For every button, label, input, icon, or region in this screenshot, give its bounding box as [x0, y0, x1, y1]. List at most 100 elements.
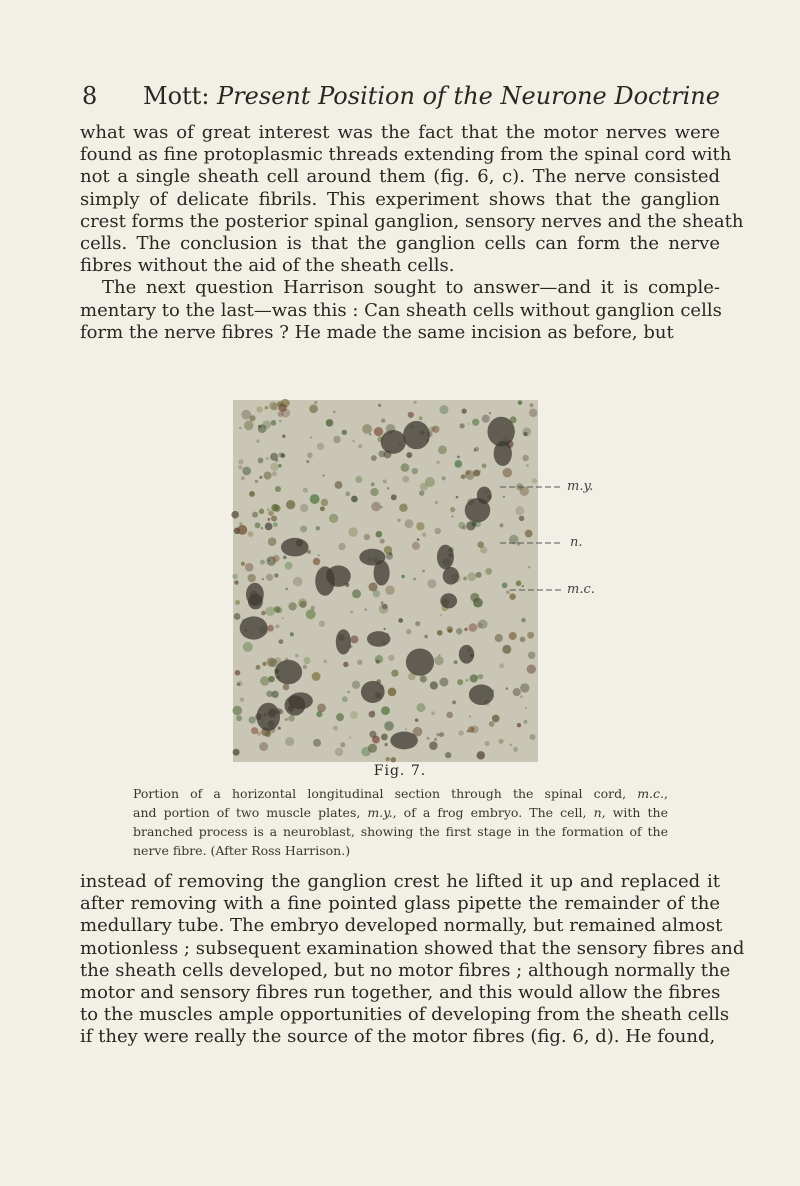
- texture: [481, 414, 490, 423]
- texture: [256, 731, 261, 736]
- texture: [517, 400, 523, 405]
- texture: [274, 659, 303, 685]
- texture: [470, 592, 480, 602]
- texture: [512, 688, 521, 697]
- texture: [502, 644, 512, 654]
- text-line: cells. The conclusion is that the gangli…: [80, 233, 720, 254]
- caption-text: Portion of a horizontal longitudinal sec…: [133, 786, 638, 801]
- texture: [439, 405, 449, 415]
- texture: [314, 400, 318, 405]
- texture: [466, 729, 470, 733]
- texture: [334, 481, 343, 489]
- texture: [516, 722, 522, 728]
- caption-line: nerve fibre. (After Ross Harrison.): [133, 843, 668, 858]
- texture: [271, 471, 278, 477]
- texture: [237, 680, 243, 687]
- texture: [317, 554, 320, 557]
- texture: [515, 580, 522, 587]
- texture: [381, 706, 390, 716]
- texture: [350, 610, 354, 614]
- texture: [309, 494, 320, 504]
- texture: [488, 412, 492, 415]
- texture: [242, 641, 253, 652]
- texture: [287, 401, 290, 404]
- text-line: simply of delicate fibrils. This experim…: [80, 188, 720, 210]
- texture: [439, 613, 443, 617]
- texture: [400, 463, 410, 472]
- texture: [468, 684, 494, 706]
- texture: [498, 663, 505, 669]
- texture: [278, 452, 284, 458]
- texture: [266, 556, 277, 566]
- figure-label: n.: [570, 535, 583, 550]
- texture: [275, 624, 280, 629]
- texture: [446, 711, 454, 719]
- texture: [403, 420, 430, 450]
- texture: [299, 601, 307, 608]
- running-head: Mott: Present Position of the Neurone Do…: [143, 82, 720, 110]
- texture: [386, 487, 390, 490]
- texture: [455, 495, 459, 499]
- texture: [406, 629, 412, 635]
- texture: [463, 576, 468, 581]
- texture: [232, 705, 243, 716]
- texture: [360, 680, 385, 703]
- texture: [234, 580, 239, 585]
- texture: [390, 731, 418, 750]
- texture: [488, 721, 495, 727]
- texture: [429, 681, 438, 690]
- texture: [437, 445, 447, 455]
- texture: [273, 606, 281, 613]
- texture: [270, 452, 279, 461]
- texture: [451, 515, 454, 518]
- texture: [404, 519, 414, 529]
- texture: [434, 527, 442, 535]
- texture: [505, 687, 509, 690]
- texture: [310, 605, 316, 611]
- texture: [468, 623, 478, 632]
- texture: [280, 537, 309, 557]
- texture: [406, 452, 413, 459]
- texture: [374, 655, 384, 664]
- texture: [284, 717, 288, 721]
- texture: [460, 474, 466, 480]
- texture: [421, 532, 427, 537]
- texture: [264, 406, 269, 410]
- texture: [239, 697, 245, 702]
- texture: [453, 660, 458, 665]
- texture: [288, 715, 295, 722]
- texture: [268, 559, 271, 562]
- texture: [522, 454, 529, 462]
- texture: [509, 743, 513, 747]
- texture: [432, 425, 440, 433]
- texture: [292, 576, 303, 587]
- texture: [431, 711, 436, 716]
- texture: [267, 537, 277, 547]
- texture: [384, 721, 394, 731]
- caption-text: , with the: [601, 805, 668, 820]
- texture: [251, 511, 259, 518]
- texture: [469, 674, 478, 683]
- texture: [523, 719, 528, 724]
- texture: [413, 400, 417, 405]
- texture: [373, 426, 384, 437]
- texture: [473, 448, 477, 452]
- caption-italic: m.c.: [637, 786, 665, 801]
- texture: [274, 485, 282, 493]
- texture: [493, 441, 512, 466]
- texture: [381, 418, 386, 423]
- texture: [233, 613, 241, 620]
- figure-image: [231, 398, 538, 763]
- texture: [323, 659, 328, 664]
- texture: [244, 563, 254, 572]
- texture: [367, 743, 378, 753]
- texture: [325, 419, 334, 427]
- texture: [436, 732, 440, 737]
- texture: [390, 494, 397, 501]
- texture: [375, 530, 383, 538]
- texture: [341, 696, 348, 703]
- texture: [306, 459, 310, 464]
- texture: [268, 510, 274, 516]
- texture: [334, 747, 344, 757]
- texture: [477, 674, 484, 680]
